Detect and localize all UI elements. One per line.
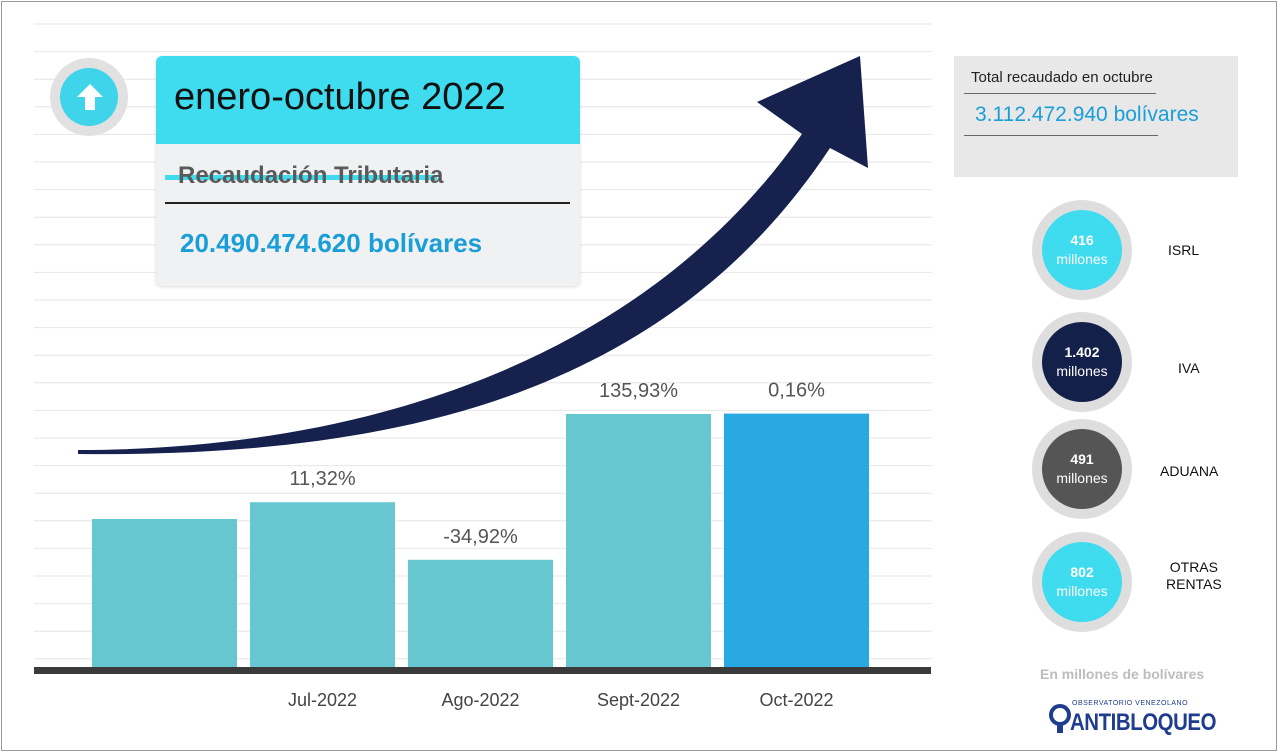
tax-ring: 1.402 millones xyxy=(1032,312,1132,412)
tax-value: 1.402 xyxy=(1064,344,1100,360)
bar xyxy=(724,413,869,667)
logo-subtitle: OBSERVATORIO VENEZOLANO xyxy=(1072,700,1189,707)
divider xyxy=(964,93,1156,94)
subtitle-highlight xyxy=(165,175,437,180)
tax-item-iva: 1.402 millones xyxy=(1032,312,1136,412)
x-tick-label: Sept-2022 xyxy=(597,690,680,710)
tax-value-disc: 491 millones xyxy=(1042,429,1122,509)
data-label: -34,92% xyxy=(443,526,518,548)
chart-baseline xyxy=(34,667,931,674)
x-tick-label: Ago-2022 xyxy=(441,690,519,710)
x-tick-label: Jul-2022 xyxy=(288,690,357,710)
tax-ring: 416 millones xyxy=(1032,200,1132,300)
tax-value: 416 xyxy=(1070,232,1094,248)
magnifier-logo-icon xyxy=(1049,704,1071,733)
up-arrow-badge xyxy=(50,58,128,136)
tax-value-disc: 802 millones xyxy=(1042,542,1122,622)
tax-item-aduana: 491 millones xyxy=(1032,419,1136,519)
page-title: enero-octubre 2022 xyxy=(174,76,506,118)
total-amount: 20.490.474.620 bolívares xyxy=(180,228,483,258)
data-label: 0,16% xyxy=(768,380,825,402)
divider xyxy=(964,135,1158,136)
tax-unit: millones xyxy=(1056,251,1108,267)
tax-ring: 491 millones xyxy=(1032,419,1132,519)
arrow-up-icon xyxy=(77,84,103,110)
summary-card: enero-octubre 2022 Recaudación Tributari… xyxy=(156,56,580,286)
tax-value: 802 xyxy=(1070,564,1094,580)
tax-ring: 802 millones xyxy=(1032,532,1132,632)
bar xyxy=(408,559,553,667)
x-tick-label: Oct-2022 xyxy=(759,690,833,710)
trend-arrow xyxy=(78,56,868,455)
data-label: 11,32% xyxy=(289,468,356,490)
tax-item-isrl: 416 millones xyxy=(1032,200,1136,300)
tax-name-iva: IVA xyxy=(1178,360,1200,376)
subtitle: Recaudación Tributaria xyxy=(178,162,444,189)
bar xyxy=(250,502,395,667)
tax-unit: millones xyxy=(1056,470,1108,486)
title-band: enero-octubre 2022 xyxy=(156,56,580,144)
tax-name-aduana: ADUANA xyxy=(1160,463,1219,479)
logo-title: ANTIBLOQUEO xyxy=(1070,709,1217,736)
tax-name-otras-rentas: OTRAS RENTAS xyxy=(1166,559,1222,592)
tax-value: 491 xyxy=(1070,451,1094,467)
data-label: 135,93% xyxy=(599,380,678,402)
october-label: Total recaudado en octubre xyxy=(971,69,1153,86)
antibloqueo-logo: OBSERVATORIO VENEZOLANO ANTIBLOQUEO xyxy=(1048,698,1238,738)
divider xyxy=(165,202,570,204)
tax-item-otras-rentas: 802 millones xyxy=(1032,532,1136,632)
october-card: Total recaudado en octubre 3.112.472.940… xyxy=(954,56,1238,177)
units-note: En millones de bolívares xyxy=(1040,666,1205,682)
tax-name-isrl: ISRL xyxy=(1168,242,1200,258)
october-value: 3.112.472.940 bolívares xyxy=(975,103,1199,126)
bar xyxy=(92,519,237,667)
tax-unit: millones xyxy=(1056,363,1108,379)
bar xyxy=(566,414,711,667)
tax-value-disc: 1.402 millones xyxy=(1042,322,1122,402)
tax-value-disc: 416 millones xyxy=(1042,210,1122,290)
tax-unit: millones xyxy=(1056,583,1108,599)
